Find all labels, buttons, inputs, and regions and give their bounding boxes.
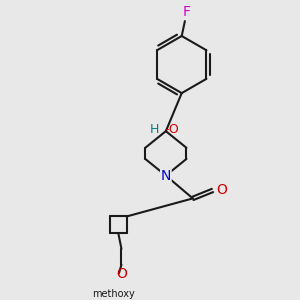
Text: F: F bbox=[182, 5, 190, 19]
Text: O: O bbox=[116, 267, 127, 281]
Text: H: H bbox=[149, 123, 159, 136]
Text: methoxy: methoxy bbox=[92, 290, 135, 299]
Text: -O: -O bbox=[164, 123, 179, 136]
Text: O: O bbox=[217, 183, 227, 197]
Text: N: N bbox=[161, 169, 171, 183]
